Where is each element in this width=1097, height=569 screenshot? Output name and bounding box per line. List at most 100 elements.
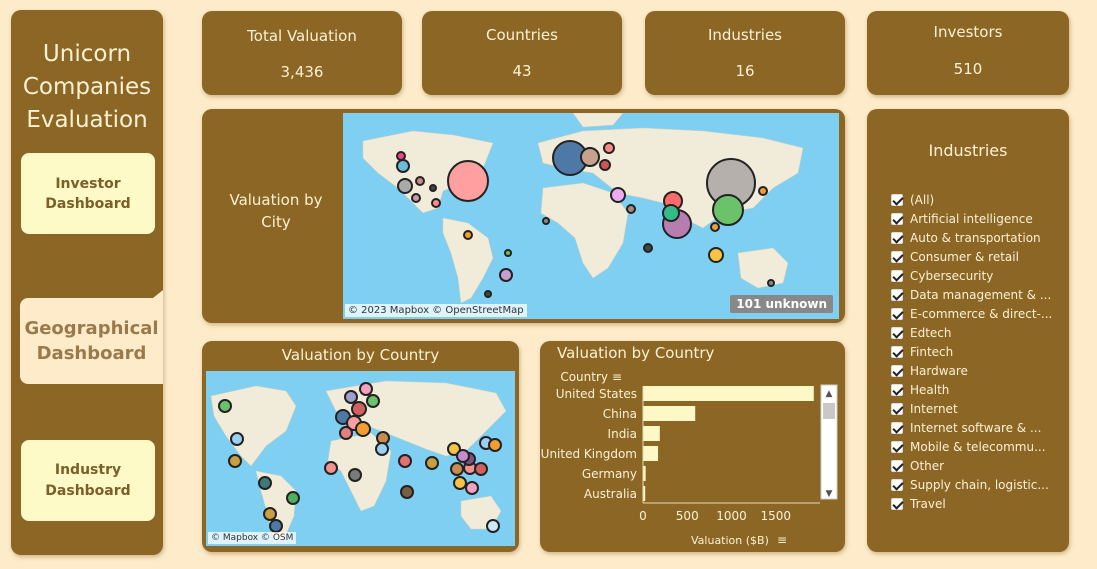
industry-filter-item[interactable]: Internet software & ... bbox=[891, 418, 1052, 437]
industry-filter-label: Edtech bbox=[910, 325, 952, 340]
x-axis-title: Valuation ($B) bbox=[691, 534, 769, 547]
industry-filter-item[interactable]: Travel bbox=[891, 494, 1052, 513]
industry-filter-item[interactable]: Health bbox=[891, 380, 1052, 399]
bar bbox=[643, 446, 659, 461]
industry-filter-label: Internet software & ... bbox=[910, 420, 1042, 435]
bar bbox=[643, 486, 646, 501]
checkbox-checked-icon[interactable] bbox=[891, 193, 903, 206]
chart-scrollbar[interactable] bbox=[820, 384, 838, 500]
bar bbox=[643, 466, 646, 481]
industry-filter-item[interactable]: Auto & transportation bbox=[891, 228, 1052, 247]
industry-filter-label: Auto & transportation bbox=[910, 230, 1041, 245]
industry-filter-item[interactable]: Consumer & retail bbox=[891, 247, 1052, 266]
industry-filter-label: Health bbox=[910, 382, 950, 397]
kpi-investors: Investors 510 bbox=[867, 11, 1069, 95]
kpi-industries: Industries 16 bbox=[645, 11, 845, 95]
kpi-label: Industries bbox=[707, 26, 783, 44]
x-tick-label: 500 bbox=[676, 509, 699, 523]
industry-filter-item[interactable]: Mobile & telecommu... bbox=[891, 437, 1052, 456]
scroll-up-icon[interactable]: ▲ bbox=[826, 389, 833, 399]
country-map-panel: Valuation by Country bbox=[202, 341, 519, 552]
industry-filter-label: E-commerce & direct-... bbox=[910, 306, 1053, 321]
map-attribution: © Mapbox © OSM bbox=[208, 532, 297, 544]
checkbox-checked-icon[interactable] bbox=[891, 440, 903, 453]
scroll-down-icon[interactable]: ▼ bbox=[826, 489, 833, 499]
kpi-value: 3,436 bbox=[280, 63, 324, 81]
x-tick-label: 0 bbox=[639, 509, 647, 523]
industry-filter-label: Mobile & telecommu... bbox=[910, 439, 1046, 454]
country-map[interactable]: © Mapbox © OSM bbox=[206, 371, 515, 546]
industry-filter-label: Supply chain, logistic... bbox=[910, 477, 1049, 492]
category-label: Australia bbox=[584, 487, 637, 501]
checkbox-checked-icon[interactable] bbox=[891, 364, 903, 377]
map-attribution: © 2023 Mapbox © OpenStreetMap bbox=[345, 304, 527, 317]
industry-dashboard-button[interactable]: Industry Dashboard bbox=[21, 440, 155, 521]
checkbox-checked-icon[interactable] bbox=[891, 497, 903, 510]
kpi-total-valuation: Total Valuation 3,436 bbox=[202, 11, 402, 95]
checkbox-checked-icon[interactable] bbox=[891, 478, 903, 491]
checkbox-checked-icon[interactable] bbox=[891, 250, 903, 263]
bar-chart-panel: Valuation by Country Country ≡ United Stat… bbox=[540, 341, 845, 552]
industry-filter-item[interactable]: Internet bbox=[891, 399, 1052, 418]
industry-filter-item[interactable]: Artificial intelligence bbox=[891, 209, 1052, 228]
industry-filter-item[interactable]: Other bbox=[891, 456, 1052, 475]
kpi-label: Total Valuation bbox=[247, 27, 357, 45]
investor-dashboard-button[interactable]: Investor Dashboard bbox=[21, 153, 155, 234]
unknown-badge[interactable]: 101 unknown bbox=[730, 295, 833, 313]
city-map[interactable]: © 2023 Mapbox © OpenStreetMap 101 unknow… bbox=[343, 113, 839, 319]
checkbox-checked-icon[interactable] bbox=[891, 307, 903, 320]
geographical-dashboard-button[interactable]: Geographical Dashboard bbox=[20, 298, 163, 384]
industry-filter-label: (All) bbox=[910, 192, 935, 207]
industry-filter-item[interactable]: (All) bbox=[891, 190, 1052, 209]
bar-chart: Country ≡ United States China India United Ki… bbox=[541, 370, 838, 547]
checkbox-checked-icon[interactable] bbox=[891, 345, 903, 358]
checkbox-checked-icon[interactable] bbox=[891, 459, 903, 472]
scrollbar-thumb[interactable] bbox=[823, 403, 835, 419]
kpi-label: Investors bbox=[933, 23, 1003, 41]
bar bbox=[643, 406, 696, 421]
checkbox-checked-icon[interactable] bbox=[891, 383, 903, 396]
x-tick-label: 1000 bbox=[716, 509, 747, 523]
country-map-title: Valuation by Country bbox=[281, 346, 440, 364]
bar bbox=[643, 386, 814, 401]
active-tab-notch bbox=[153, 290, 163, 298]
checkbox-checked-icon[interactable] bbox=[891, 421, 903, 434]
category-label: India bbox=[608, 427, 637, 441]
x-tick-label: 1500 bbox=[760, 509, 791, 523]
app-title: Unicorn Companies Evaluation bbox=[22, 41, 152, 133]
industry-filter-label: Data management & ... bbox=[910, 287, 1052, 302]
category-axis-header: Country bbox=[560, 370, 608, 384]
industry-filter-item[interactable]: Supply chain, logistic... bbox=[891, 475, 1052, 494]
industry-filter-label: Travel bbox=[910, 496, 946, 511]
city-map-title: Valuation by City bbox=[229, 191, 323, 231]
industry-filter-item[interactable]: Fintech bbox=[891, 342, 1052, 361]
sort-icon: ≡ bbox=[777, 533, 787, 547]
industries-filter-title: Industries bbox=[928, 141, 1008, 160]
kpi-value: 43 bbox=[512, 62, 532, 80]
kpi-value: 510 bbox=[953, 60, 983, 78]
sort-icon: ≡ bbox=[612, 370, 622, 384]
industry-filter-label: Other bbox=[910, 458, 945, 473]
industry-filter-item[interactable]: Data management & ... bbox=[891, 285, 1052, 304]
category-label: Germany bbox=[582, 467, 637, 481]
industry-filter-item[interactable]: Cybersecurity bbox=[891, 266, 1052, 285]
checkbox-checked-icon[interactable] bbox=[891, 288, 903, 301]
bar bbox=[643, 426, 660, 441]
checkbox-checked-icon[interactable] bbox=[891, 326, 903, 339]
city-map-panel: Valuation by City bbox=[202, 109, 845, 323]
checkbox-checked-icon[interactable] bbox=[891, 269, 903, 282]
checkbox-checked-icon[interactable] bbox=[891, 231, 903, 244]
category-label: China bbox=[603, 407, 637, 421]
kpi-countries: Countries 43 bbox=[422, 11, 622, 95]
category-label: United States bbox=[556, 387, 637, 401]
industries-filter-panel: Industries (All) Artificial intelligence A… bbox=[867, 109, 1069, 552]
kpi-value: 16 bbox=[735, 62, 755, 80]
checkbox-checked-icon[interactable] bbox=[891, 212, 903, 225]
industry-filter-label: Internet bbox=[910, 401, 958, 416]
industry-filter-item[interactable]: Hardware bbox=[891, 361, 1052, 380]
industry-filter-item[interactable]: E-commerce & direct-... bbox=[891, 304, 1052, 323]
industry-filter-item[interactable]: Edtech bbox=[891, 323, 1052, 342]
industry-filter-label: Consumer & retail bbox=[910, 249, 1019, 264]
checkbox-checked-icon[interactable] bbox=[891, 402, 903, 415]
world-map-graphic bbox=[210, 380, 507, 542]
